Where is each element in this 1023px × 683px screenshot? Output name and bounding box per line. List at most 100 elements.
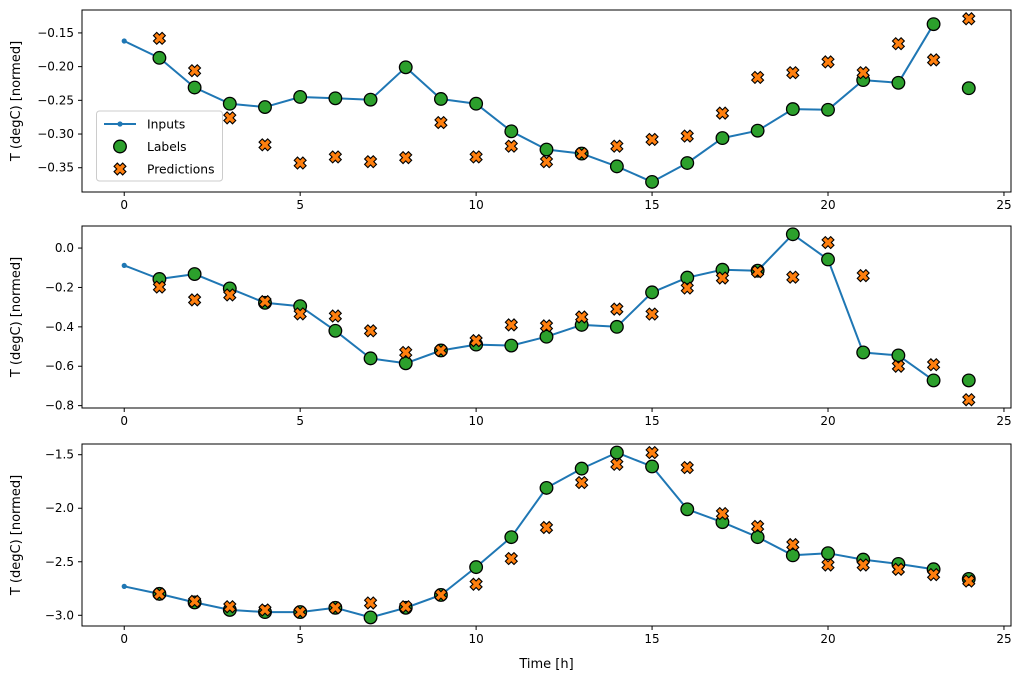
predictions-marker: [750, 264, 765, 279]
x-tick-label: 5: [296, 198, 304, 212]
predictions-marker: [223, 111, 237, 125]
predictions-marker: [891, 359, 906, 373]
labels-marker: [363, 610, 378, 625]
labels-marker: [821, 102, 835, 117]
series-labels: [152, 445, 976, 625]
x-tick-label: 25: [996, 632, 1011, 646]
legend-label: Predictions: [147, 162, 215, 176]
predictions-marker: [891, 562, 906, 576]
predictions-marker: [574, 310, 589, 324]
x-tick-label: 25: [996, 198, 1011, 212]
predictions-marker: [926, 567, 941, 582]
predictions-marker: [363, 596, 378, 610]
labels-marker: [504, 338, 519, 353]
y-tick-label: −0.35: [37, 161, 74, 175]
series-labels: [152, 227, 976, 388]
labels-marker: [539, 329, 554, 344]
predictions-marker: [610, 302, 624, 316]
labels-marker: [398, 356, 413, 371]
predictions-marker: [539, 319, 554, 333]
x-tick-label: 5: [296, 632, 304, 646]
predictions-marker: [469, 150, 483, 164]
predictions-marker: [152, 280, 167, 294]
labels-marker: [539, 480, 554, 495]
labels-marker: [750, 123, 765, 138]
legend-circle-sample: [113, 139, 127, 154]
predictions-marker: [786, 537, 800, 552]
labels-marker: [891, 75, 906, 90]
labels-marker: [785, 227, 800, 242]
predictions-marker: [645, 132, 659, 147]
predictions-marker: [645, 307, 659, 321]
labels-marker: [891, 348, 906, 363]
labels-marker: [645, 285, 660, 300]
x-tick-label: 0: [120, 632, 128, 646]
legend-item-predictions: Predictions: [113, 162, 215, 176]
predictions-marker: [434, 115, 448, 130]
predictions-marker: [504, 318, 519, 332]
x-tick-label: 5: [296, 414, 304, 428]
labels-marker: [645, 459, 660, 474]
predictions-marker: [539, 520, 554, 535]
y-tick-label: −2.0: [45, 501, 74, 515]
x-tick-label: 20: [820, 198, 835, 212]
labels-marker: [609, 159, 624, 174]
predictions-marker: [821, 558, 835, 572]
y-tick-label: −0.15: [37, 26, 74, 40]
labels-marker: [785, 548, 800, 563]
predictions-marker: [856, 558, 870, 572]
subplot-1: 0 5 10 15 20 25 −0.15 −0.20 −0.25 −0.30 −0.35 T (de…: [9, 9, 1012, 212]
x-tick-label: 10: [468, 198, 483, 212]
labels-marker: [856, 345, 871, 360]
legend-label: Inputs: [147, 117, 185, 131]
y-tick-label: −0.6: [45, 359, 74, 373]
predictions-marker: [610, 457, 624, 472]
predictions-marker: [821, 55, 835, 69]
inputs-dot: [121, 38, 127, 44]
predictions-marker: [258, 294, 272, 309]
predictions-marker: [504, 139, 519, 153]
x-tick-label: 25: [996, 414, 1011, 428]
predictions-marker: [504, 551, 519, 566]
x-tick-label: 0: [120, 414, 128, 428]
predictions-marker: [328, 309, 343, 323]
inputs-line: [123, 233, 935, 382]
labels-marker: [398, 60, 413, 75]
labels-marker: [680, 270, 695, 285]
predictions-marker: [856, 268, 870, 283]
y-tick-label: −0.8: [45, 399, 74, 413]
predictions-marker: [434, 343, 448, 358]
x-tick-label: 15: [644, 414, 659, 428]
predictions-marker: [539, 154, 554, 169]
predictions-marker: [293, 605, 307, 619]
labels-marker: [504, 530, 519, 545]
predictions-marker: [821, 235, 835, 250]
labels-marker: [821, 252, 835, 267]
series-predictions: [152, 12, 976, 170]
predictions-marker: [363, 324, 378, 338]
inputs-dot: [121, 583, 127, 589]
series-inputs: [121, 231, 937, 384]
y-tick-label: −0.20: [37, 60, 74, 74]
labels-marker: [539, 142, 554, 157]
labels-marker: [574, 461, 589, 476]
inputs-dot: [121, 262, 127, 268]
y-tick-label: 0.0: [55, 241, 74, 255]
labels-marker: [715, 131, 730, 146]
legend-x-sample: [113, 162, 127, 176]
predictions-marker: [187, 293, 202, 307]
predictions-marker: [187, 63, 202, 78]
legend-dot-sample: [117, 121, 123, 127]
predictions-marker: [469, 577, 483, 591]
predictions-marker: [786, 270, 800, 284]
predictions-marker: [223, 600, 237, 614]
labels-marker: [187, 267, 202, 282]
axes-frame: [81, 9, 1012, 193]
y-tick-label: −1.5: [45, 448, 74, 462]
labels-marker: [152, 50, 167, 65]
predictions-marker: [891, 36, 906, 51]
predictions-marker: [750, 70, 765, 85]
predictions-marker: [750, 519, 765, 534]
